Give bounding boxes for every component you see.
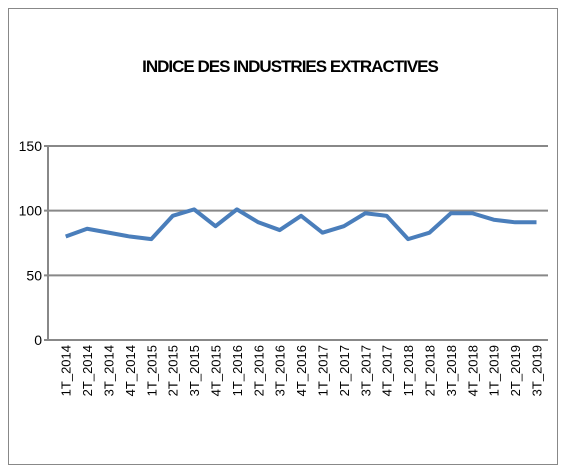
x-tick-label: 4T_2016: [294, 345, 309, 396]
x-tick-label: 3T_2015: [187, 345, 202, 396]
x-tick-label: 1T_2017: [316, 345, 331, 396]
x-tick-label: 1T_2018: [401, 345, 416, 396]
x-tick-label: 4T_2015: [209, 345, 224, 396]
x-tick-label: 3T_2019: [530, 345, 545, 396]
x-tick-label: 1T_2016: [230, 345, 245, 396]
x-tick-label: 4T_2014: [123, 345, 138, 396]
line-series: [65, 207, 537, 242]
x-tick-label: 3T_2018: [444, 345, 459, 396]
y-tick-label: 100: [19, 203, 43, 219]
y-tick-label: 0: [34, 332, 42, 348]
chart-frame: [8, 8, 558, 465]
x-tick-label: 3T_2016: [273, 345, 288, 396]
x-tick-label: 1T_2014: [59, 345, 74, 396]
x-tick-label: 1T_2019: [487, 345, 502, 396]
x-tick-label: 2T_2018: [423, 345, 438, 396]
x-tick-label: 1T_2015: [144, 345, 159, 396]
x-tick-label: 2T_2016: [251, 345, 266, 396]
x-tick-label: 2T_2015: [166, 345, 181, 396]
y-tick-label: 50: [26, 267, 42, 283]
x-tick-label: 3T_2017: [358, 345, 373, 396]
x-tick-label: 4T_2017: [380, 345, 395, 396]
x-tick-label: 4T_2018: [465, 345, 480, 396]
x-tick-label: 3T_2014: [102, 345, 117, 396]
x-tick-label: 2T_2019: [508, 345, 523, 396]
y-tick-label: 150: [19, 138, 43, 154]
chart-title: INDICE DES INDUSTRIES EXTRACTIVES: [142, 57, 438, 76]
x-tick-label: 2T_2017: [337, 345, 352, 396]
x-tick-label: 2T_2014: [80, 345, 95, 396]
